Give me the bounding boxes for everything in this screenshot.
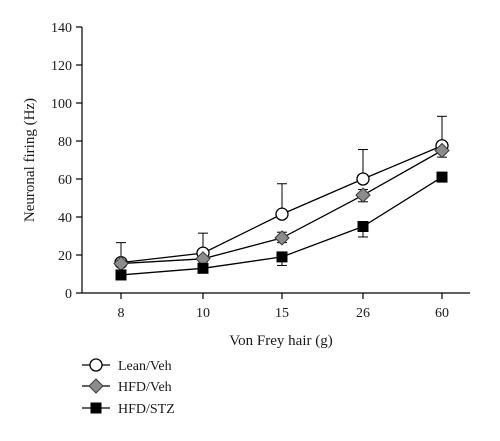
x-tick-label: 8 xyxy=(118,306,125,321)
data-point xyxy=(275,207,289,221)
series-markers-hfd-veh xyxy=(113,142,450,272)
x-axis-label: Von Frey hair (g) xyxy=(229,333,332,349)
legend-item-lean-veh: Lean/Veh xyxy=(82,358,172,374)
data-point xyxy=(434,142,450,159)
data-point xyxy=(357,221,369,232)
legend-label: HFD/Veh xyxy=(118,380,172,395)
data-point xyxy=(356,172,370,186)
legend-label: HFD/STZ xyxy=(118,402,175,417)
data-point xyxy=(274,230,290,246)
legend: Lean/Veh HFD/Veh HFD/STZ xyxy=(82,358,175,417)
y-tick-label: 80 xyxy=(58,135,72,150)
y-axis-label: Neuronal firing (Hz) xyxy=(22,98,38,222)
y-tick-label: 20 xyxy=(58,249,72,264)
y-tick-label: 120 xyxy=(51,59,72,74)
y-tick-label: 100 xyxy=(51,97,72,112)
legend-marker xyxy=(88,378,104,394)
data-point xyxy=(115,269,127,281)
x-tick-label: 10 xyxy=(196,306,210,321)
data-point xyxy=(197,262,209,274)
y-tick-label: 0 xyxy=(65,287,72,302)
x-tick-label: 60 xyxy=(435,306,449,321)
data-point xyxy=(276,251,288,263)
legend-marker xyxy=(90,402,102,414)
legend-marker xyxy=(89,358,103,372)
x-tick-label: 26 xyxy=(356,306,370,321)
legend-item-hfd-veh: HFD/Veh xyxy=(82,378,172,395)
axes: 0 20 40 60 80 100 120 140 8 10 15 26 60 xyxy=(51,21,470,321)
series-markers-hfd-stz xyxy=(115,171,448,281)
data-point xyxy=(355,187,371,203)
legend-label: Lean/Veh xyxy=(118,359,172,374)
series-layer xyxy=(113,115,450,281)
y-tick-label: 140 xyxy=(51,21,72,36)
y-tick-label: 40 xyxy=(58,211,72,226)
x-tick-label: 15 xyxy=(275,306,289,321)
data-point xyxy=(436,171,448,183)
y-tick-label: 60 xyxy=(58,173,72,188)
legend-item-hfd-stz: HFD/STZ xyxy=(82,402,175,417)
